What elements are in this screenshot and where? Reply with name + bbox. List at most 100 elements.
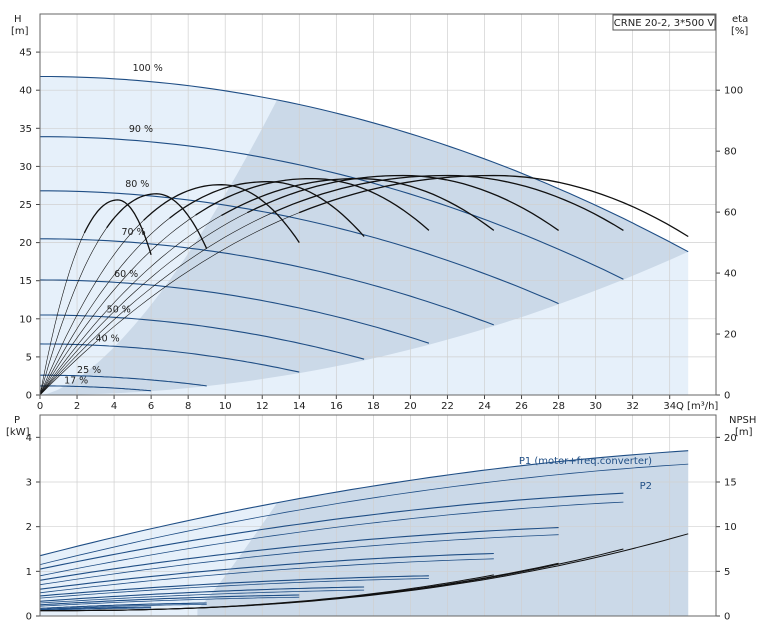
x-axis-label: Q [m³/h] [676,401,718,412]
qh-plot-border [39,13,717,396]
power-curves [39,450,689,611]
y2-tick-label: 0 [724,391,730,402]
speed-label: 50 % [107,305,131,316]
speed-label: 70 % [121,227,145,238]
power-grid [40,415,716,616]
qh-grid [40,14,716,395]
speed-label: 60 % [114,269,138,280]
p2-curve [39,589,365,604]
qh-curve [40,75,689,253]
eta-curve-bold [299,174,689,238]
eta-curve-bold [143,184,300,243]
x-tick-label: 12 [256,401,269,412]
npsh-tick-label: 20 [724,433,737,444]
p2-curve [39,501,624,577]
y-tick-label: 10 [19,314,32,325]
npsh-tick-label: 15 [724,478,737,489]
x-tick-label: 0 [37,401,43,412]
eta-curve-bold [221,177,495,231]
p1-curve [39,552,494,590]
speed-label: 80 % [125,179,149,190]
x-tick-label: 26 [515,401,528,412]
qh-main-region [40,99,689,396]
speed-labels: 100 % 90 % 80 % 70 % 60 % 50 % 40 % 25 %17 % [64,63,163,386]
x-tick-label: 28 [552,401,565,412]
qh-curve [40,374,207,387]
x-tick-label: 34 [663,401,676,412]
p1-curve [39,492,624,570]
chart-title: CRNE 20-2, 3*500 V [614,18,715,29]
y-tick-label: 25 [19,200,32,211]
y-tick-label: 0 [26,391,32,402]
y2-tick-label: 20 [724,330,737,341]
qh-curve [40,136,624,280]
x-tick-label: 14 [293,401,306,412]
y2-tick-label: 80 [724,147,737,158]
p-tick-label: 0 [26,612,32,623]
y-axis-unit: [m] [11,26,29,37]
p1-curve [39,575,429,597]
x-tick-label: 6 [148,401,154,412]
x-tick-label: 22 [441,401,454,412]
power-plot-border [39,414,717,617]
eta-curve-bold [106,193,208,249]
x-tick-label: 2 [74,401,80,412]
p-axis-unit: [kW] [6,427,30,438]
y2-axis-unit: [%] [731,26,748,37]
p-tick-label: 1 [26,567,32,578]
qh-curves [39,75,689,392]
eta-curve-bold [247,174,559,231]
npsh-curves [40,533,689,612]
eta-curve-bold [273,174,624,231]
p-tick-label: 2 [26,522,32,533]
speed-label: 40 % [96,334,120,345]
x-tick-label: 32 [626,401,639,412]
y2-tick-label: 60 [724,208,737,219]
p-axis-label: P [14,415,20,426]
y2-tick-label: 100 [724,86,743,97]
y2-tick-label: 40 [724,269,737,280]
p1-curve [39,586,365,602]
p1-curve [40,606,152,611]
y-tick-label: 5 [26,352,32,363]
y-tick-label: 40 [19,86,32,97]
x-tick-label: 18 [367,401,380,412]
p1-curve [39,450,689,557]
power-chart: 0 1 2 3 4 0 5 10 15 20 P [kW] NPSH [m] P1 (motor+… [6,414,756,623]
p2-curve [39,534,559,586]
p2-curve [40,607,152,611]
npsh-curve [40,574,494,612]
p2-curve [39,596,300,607]
x-tick-label: 20 [404,401,417,412]
x-tick-label: 8 [185,401,191,412]
speed-label: 25 % [77,365,101,376]
p2-annotation: P2 [640,481,652,492]
eta-curve-bold [83,199,152,255]
qh-curve [40,385,152,392]
power-axes: 0 1 2 3 4 0 5 10 15 20 [26,433,737,623]
p-tick-label: 3 [26,478,32,489]
qh-curve [40,314,365,360]
title-box [612,14,716,31]
speed-label: 90 % [129,124,153,135]
x-tick-label: 4 [111,401,117,412]
p1-curve [39,594,300,606]
npsh-tick-label: 5 [724,567,730,578]
y-axis-label: H [14,14,22,25]
qh-curve [40,238,494,326]
npsh-axis-label: NPSH [729,415,756,426]
p2-curve [39,558,494,594]
qh-axes: 0 2 4 6 8 10 12 14 16 18 20 22 24 26 28 30 32 34051015202… [19,48,743,412]
y-tick-label: 45 [19,48,32,59]
y-tick-label: 20 [19,238,32,249]
npsh-tick-label: 10 [724,522,737,533]
eta-curve-bold [169,180,365,237]
x-tick-label: 24 [478,401,491,412]
p1-annotation: P1 (motor+freq.converter) [519,456,652,467]
p2-curve [39,604,207,610]
y-tick-label: 30 [19,162,32,173]
p2-curve [39,578,429,599]
npsh-tick-label: 0 [724,612,730,623]
p1-curve [39,602,207,609]
